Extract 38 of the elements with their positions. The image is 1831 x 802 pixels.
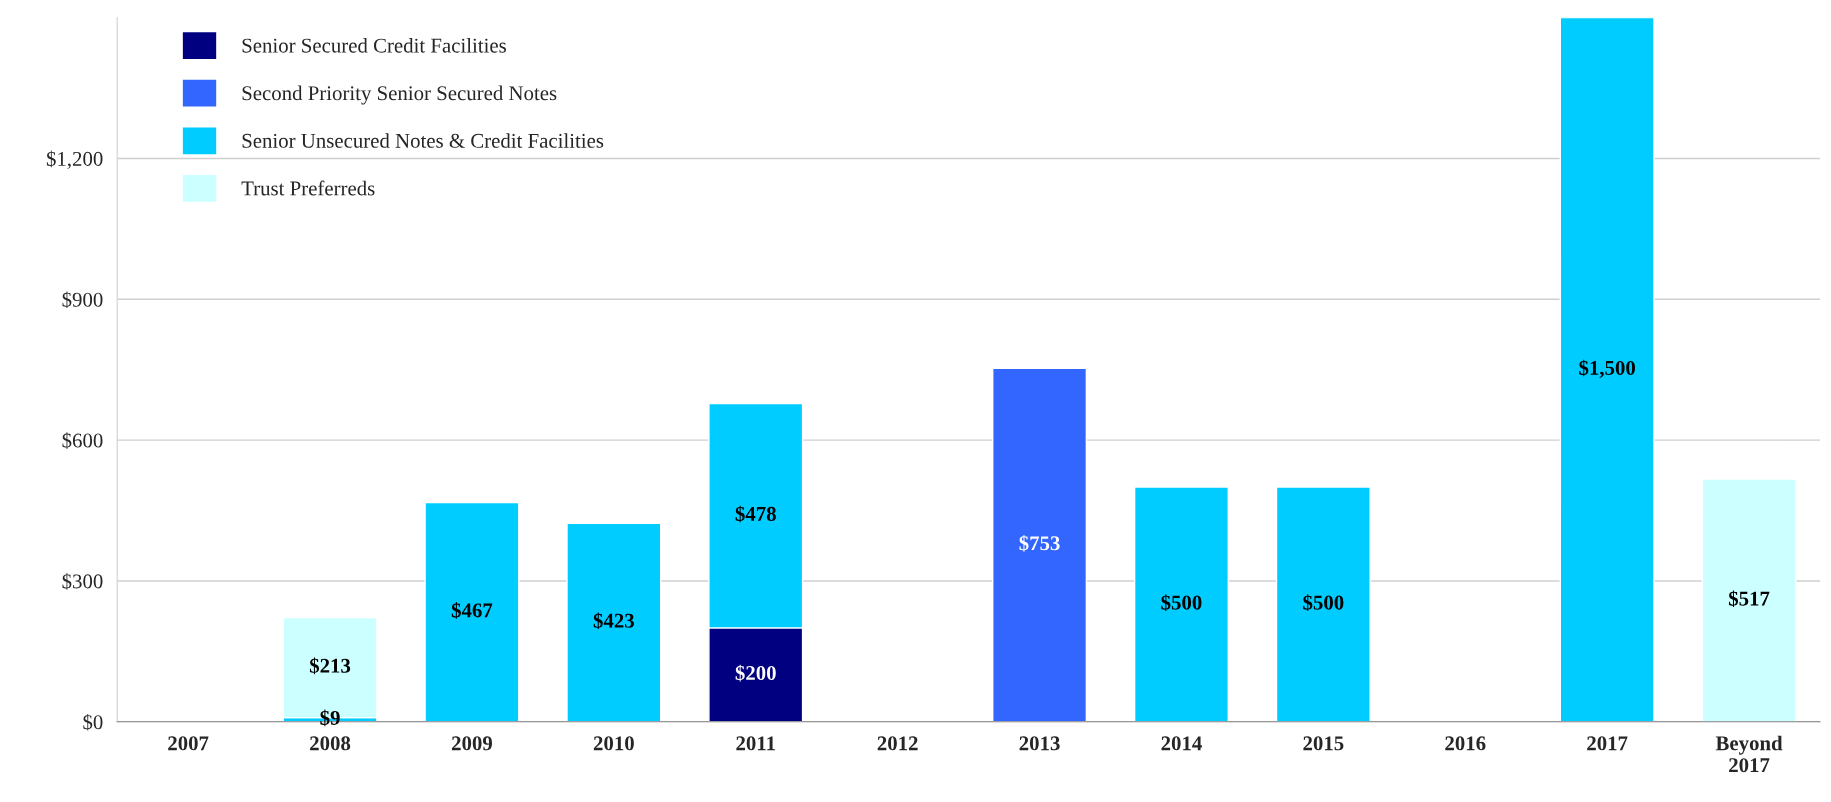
y-tick-label: $900: [62, 291, 103, 309]
x-tick-label: Beyond 2017: [1715, 735, 1783, 773]
x-tick-label: 2017: [1587, 736, 1628, 751]
legend-label: Trust Preferreds: [241, 180, 375, 196]
x-tick-label: 2009: [451, 736, 493, 751]
legend-label: Senior Unsecured Notes & Credit Facilities: [242, 133, 604, 148]
data-label: $213: [309, 657, 351, 675]
y-tick-label: $300: [62, 573, 103, 590]
data-label: $500: [1303, 594, 1344, 612]
x-tick-label: 2012: [877, 736, 918, 751]
data-label: $478: [735, 505, 776, 523]
x-tick-label: 2015: [1303, 736, 1344, 751]
bar: [566, 522, 662, 722]
bar: [424, 501, 520, 722]
x-tick-label: 2007: [168, 736, 209, 751]
data-label: $200: [735, 664, 776, 682]
bar: [992, 367, 1088, 722]
data-label: $517: [1728, 590, 1770, 608]
legend-label: Second Priority Senior Secured Notes: [242, 85, 557, 105]
legend-label: Senior Secured Credit Facilities: [242, 37, 506, 53]
x-tick-label: 2014: [1161, 736, 1202, 751]
x-tick-label: 2016: [1445, 736, 1486, 751]
y-tick-label: $0: [83, 713, 103, 731]
y-tick-label: $1,200: [46, 150, 103, 169]
x-tick-label: 2010: [593, 736, 634, 751]
y-tick-label: $600: [62, 432, 103, 449]
data-label: $1,500: [1579, 359, 1636, 378]
bar: [1275, 486, 1371, 722]
data-label: $500: [1161, 594, 1202, 612]
data-label: $423: [593, 612, 634, 630]
data-label: $467: [451, 602, 493, 619]
bar: [1701, 478, 1797, 722]
x-tick-label: 2008: [310, 736, 351, 751]
bar: [1559, 17, 1655, 722]
x-tick-label: 2013: [1019, 736, 1060, 751]
bar: [1133, 486, 1229, 722]
data-label: $753: [1019, 534, 1060, 552]
x-tick-label: 2011: [736, 736, 775, 751]
